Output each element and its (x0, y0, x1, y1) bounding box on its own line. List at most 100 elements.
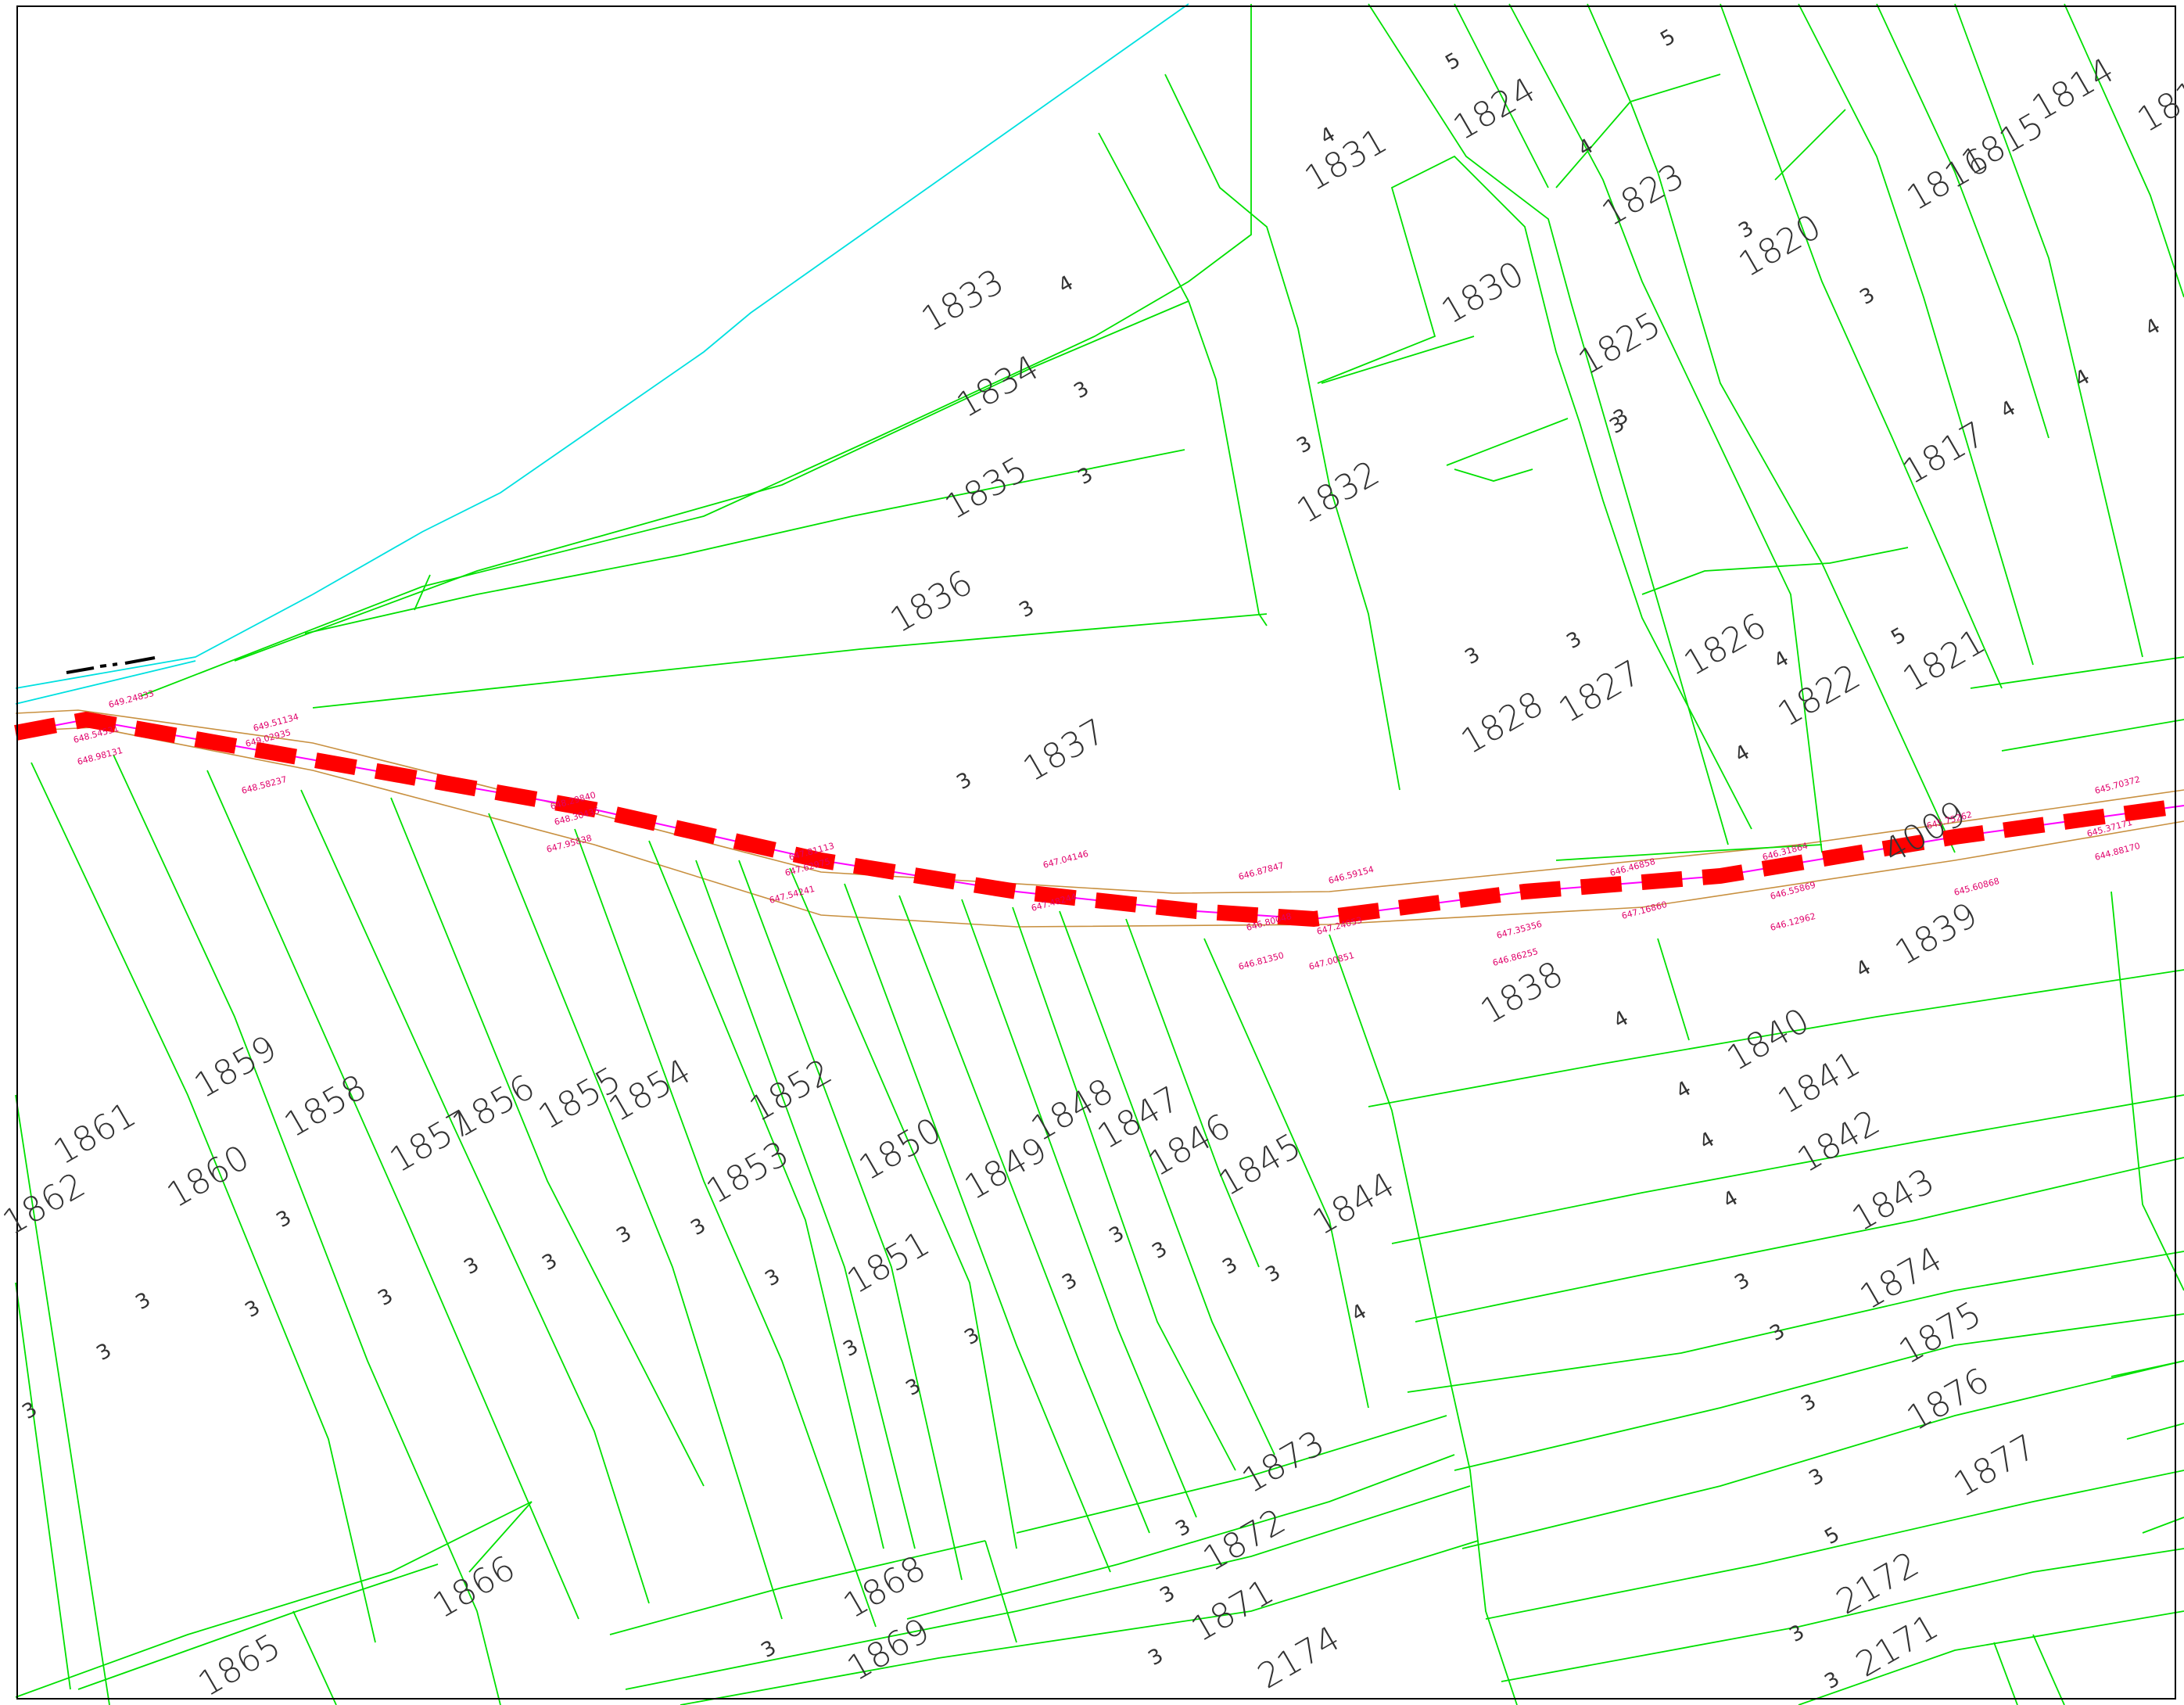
pipeline-route (14, 711, 2184, 928)
elevation-label: 647.95838 (545, 833, 593, 855)
parcel-label: 1839 (1888, 895, 1984, 973)
parcel-label: 1853 (700, 1133, 795, 1211)
type-code: 3 (1766, 1319, 1789, 1346)
elevation-labels: 649.24833 648.54531 648.98131 649.51134 … (72, 688, 2141, 972)
map-frame (16, 5, 2176, 1700)
type-code: 3 (1731, 1269, 1754, 1295)
parcel-label: 1825 (1572, 304, 1667, 382)
parcel-label: 1858 (278, 1067, 373, 1145)
parcel-label: 1837 (1017, 711, 1112, 789)
parcel-label: 1832 (1290, 453, 1386, 531)
elevation-label: 647.35356 (1495, 919, 1543, 941)
parcel-label: 1865 (192, 1626, 287, 1704)
type-code: 3 (1786, 1621, 1809, 1647)
type-code: 4 (1610, 1007, 1633, 1033)
parcel-label: 1827 (1552, 652, 1648, 730)
parcel-label: 1842 (1791, 1102, 1886, 1180)
type-code: 3 (953, 768, 976, 795)
type-code: 3 (1106, 1222, 1128, 1248)
type-code: 3 (1563, 627, 1586, 654)
parcel-label: 1828 (1454, 684, 1550, 762)
type-code: 3 (1806, 1464, 1828, 1491)
type-code: 3 (1157, 1581, 1179, 1608)
type-code: 3 (539, 1249, 561, 1276)
type-code: 5 (1657, 25, 1680, 52)
type-code: 3 (613, 1222, 636, 1248)
type-code: 4 (1997, 397, 2020, 423)
type-code: 3 (1293, 432, 1316, 458)
type-code: 3 (1074, 463, 1097, 490)
type-code: 3 (461, 1253, 483, 1280)
parcel-label: 1823 (1595, 156, 1691, 234)
type-code: 4 (1575, 135, 1598, 161)
elevation-label: 646.12962 (1769, 911, 1816, 933)
type-code: 3 (687, 1214, 710, 1240)
type-code: 4 (1731, 741, 1754, 767)
type-code: 3 (762, 1265, 784, 1291)
type-code: 3 (1016, 596, 1038, 623)
type-code: 3 (19, 1398, 41, 1424)
type-code: 4 (1720, 1186, 1742, 1213)
type-code: 3 (1172, 1515, 1195, 1542)
elevation-label: 648.98131 (76, 745, 124, 767)
type-code: 4 (1852, 956, 1875, 982)
type-code: 3 (375, 1284, 397, 1311)
elevation-label: 645.60868 (1953, 876, 2000, 898)
elevation-label: 646.87847 (1237, 860, 1285, 882)
parcel-label: 1871 (1185, 1571, 1280, 1649)
type-code: 3 (1149, 1237, 1171, 1264)
parcel-label: 1854 (602, 1051, 698, 1129)
parcel-label: 1862 (0, 1165, 91, 1243)
type-code: 5 (1888, 623, 1910, 650)
type-code: 4 (1673, 1077, 1695, 1104)
parcel-label: 1860 (160, 1137, 256, 1215)
parcel-label: 1851 (841, 1223, 936, 1301)
parcel-label: 1859 (188, 1028, 283, 1106)
parcel-label: 1873 (1235, 1423, 1331, 1501)
elevation-label: 647.00851 (1307, 950, 1355, 972)
parcel-label: 1838 (1474, 953, 1569, 1032)
elevation-label: 646.55869 (1769, 880, 1816, 902)
parcel-label: 1872 (1196, 1501, 1292, 1579)
waterway (15, 3, 1189, 705)
type-code: 3 (1219, 1253, 1242, 1280)
parcel-label: 1844 (1306, 1165, 1401, 1243)
type-code: 4 (1055, 271, 1078, 298)
type-code: 3 (1145, 1644, 1167, 1671)
parcel-label: 1830 (1435, 253, 1530, 332)
type-code: 3 (840, 1335, 862, 1362)
type-code: 3 (93, 1339, 116, 1366)
parcel-label: 1835 (938, 449, 1034, 527)
type-code: 5 (1442, 48, 1465, 75)
elevation-label: 645.70372 (2093, 774, 2141, 796)
parcel-label: 2171 (1849, 1606, 1945, 1685)
elevation-label: 647.04146 (1042, 849, 1089, 870)
parcel-label: 1874 (1853, 1239, 1949, 1317)
parcel-label: 1856 (446, 1067, 541, 1145)
parcel-label: 1814 (2025, 50, 2121, 128)
parcel-label: 1876 (1900, 1360, 1996, 1438)
parcel-label: 1815 (1955, 105, 2050, 183)
elevation-label: 649.24833 (107, 688, 155, 710)
type-code: 4 (2071, 365, 2094, 392)
type-code: 3 (902, 1374, 925, 1401)
parcel-label: 1834 (950, 347, 1045, 425)
parcel-boundaries (15, 3, 2184, 1705)
parcel-label: 2172 (1830, 1544, 1925, 1622)
survey-marker-symbol (66, 656, 156, 674)
parcel-label: 1843 (1845, 1161, 1941, 1239)
elevation-label: 644.88170 (2093, 841, 2141, 863)
elevation-label: 647.54241 (768, 884, 816, 906)
type-code: 3 (1262, 1261, 1285, 1287)
type-code: 4 (2142, 314, 2164, 341)
parcel-label: 1836 (884, 562, 979, 641)
parcel-label: 1866 (426, 1548, 522, 1626)
type-code: 3 (273, 1206, 296, 1233)
parcel-label: 1826 (1677, 605, 1773, 684)
parcel-label: 1840 (1720, 1000, 1816, 1079)
parcel-label: 1831 (1298, 120, 1393, 199)
type-code: 3 (1798, 1390, 1820, 1416)
type-code: 3 (1070, 377, 1093, 404)
type-code: 3 (132, 1288, 155, 1315)
